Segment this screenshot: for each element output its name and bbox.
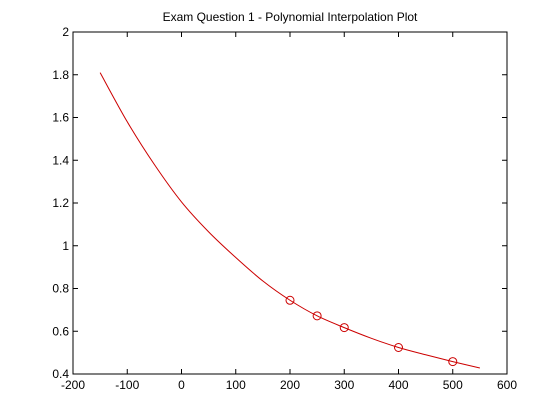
y-tick-label: 0.4 (52, 367, 69, 381)
y-tick-label: 0.6 (52, 324, 69, 338)
x-tick-label: 200 (280, 378, 300, 392)
y-tick-label: 1.6 (52, 111, 69, 125)
y-tick-label: 1 (62, 239, 69, 253)
x-tick-label: 100 (226, 378, 246, 392)
x-tick-label: 600 (497, 378, 517, 392)
data-point-marker (339, 323, 349, 333)
axes: -200 -100 0 100 200 300 400 500 600 0.4 0.6 0.8 1 1.2… (52, 25, 517, 392)
interpolation-curve (99, 72, 480, 369)
y-tick-label: 0.8 (52, 282, 69, 296)
x-tick-label: 400 (388, 378, 408, 392)
series-group (99, 72, 480, 369)
x-tick-label: -200 (61, 378, 85, 392)
plot-frame (72, 31, 508, 375)
x-tick-label: 300 (334, 378, 354, 392)
y-tick-label: 1.2 (52, 196, 69, 210)
data-point-marker (448, 357, 458, 367)
data-point-marker (394, 342, 403, 352)
chart-title: Exam Question 1 - Polynomial Interpolati… (163, 10, 418, 24)
y-tick-label: 2 (62, 25, 69, 39)
y-tick-label: 1.8 (52, 68, 69, 82)
x-tick-label: 500 (443, 378, 463, 392)
data-point-marker (285, 295, 295, 305)
y-tick-label: 1.4 (52, 153, 69, 167)
x-tick-label: -100 (115, 378, 139, 392)
x-tick-label: 0 (178, 378, 185, 392)
data-point-marker (312, 311, 322, 321)
